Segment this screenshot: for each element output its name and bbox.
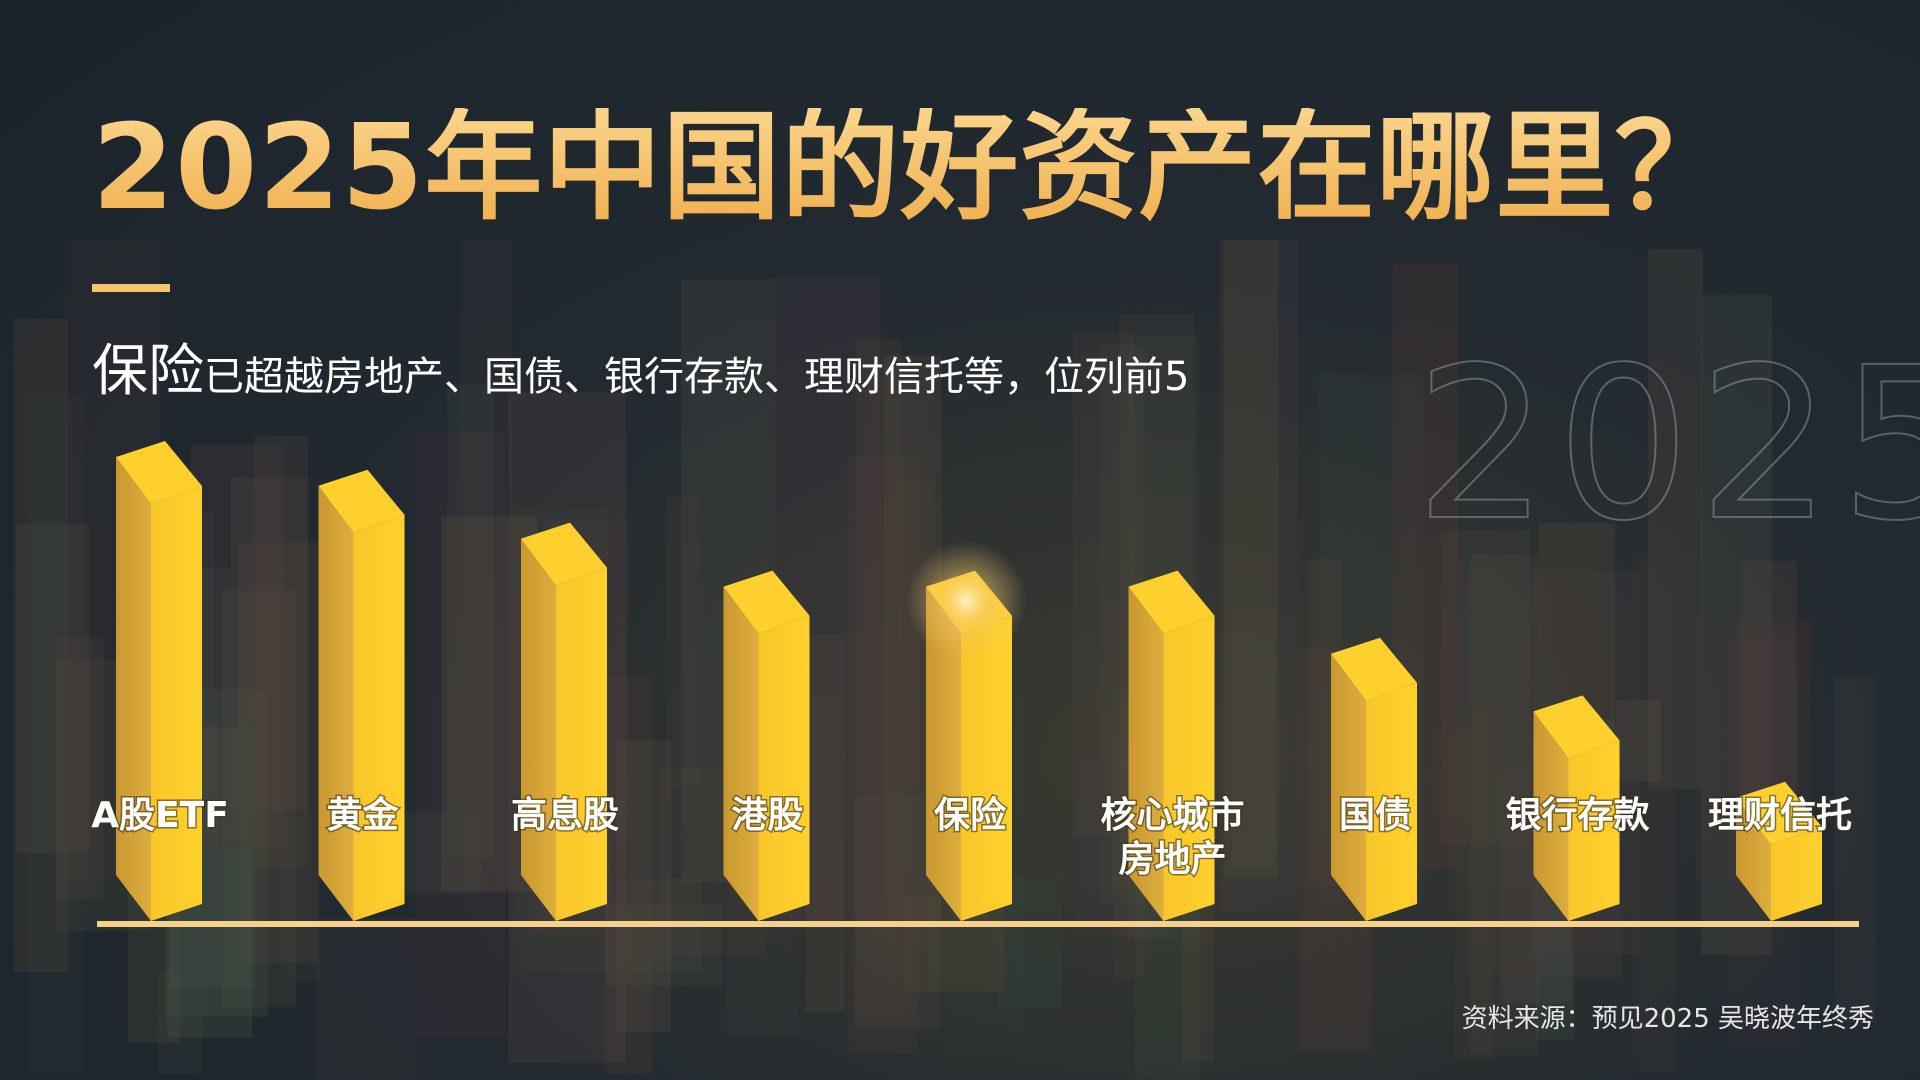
building-shape: [1466, 585, 1546, 975]
building-shape: [447, 383, 494, 859]
bar-top-face: [521, 522, 607, 586]
building-shape: [1232, 609, 1275, 868]
bar-top-face: [1128, 570, 1215, 634]
bar-right-face: [1163, 615, 1215, 921]
bar-right-face: [1771, 826, 1822, 921]
subtitle-highlight: 保险: [92, 339, 204, 404]
year-watermark: 2025: [1414, 322, 1920, 567]
building-shape: [1072, 333, 1135, 836]
building-shape: [253, 436, 309, 868]
building-shape: [27, 393, 84, 1074]
bar-top-face: [1736, 781, 1822, 845]
building-shape: [1834, 676, 1876, 1024]
bar-left-face: [116, 457, 151, 921]
bar-right-face: [556, 567, 607, 921]
bar-right-face: [758, 615, 810, 921]
bar: [1128, 570, 1215, 921]
bar: [1331, 637, 1417, 921]
building-shape: [1470, 554, 1539, 1055]
building-shape: [1219, 240, 1299, 914]
bar: [521, 522, 607, 921]
subtitle: 保险已超越房地产、国债、银行存款、理财信托等，位列前5: [92, 326, 1189, 407]
building-shape: [1648, 249, 1703, 790]
category-label: 银行存款: [1505, 795, 1649, 836]
source-note: 资料来源：预见2025 吴晓波年终秀: [1461, 1004, 1874, 1034]
category-label: 房地产: [1118, 839, 1226, 880]
bar-right-face: [1366, 682, 1417, 921]
category-label: 核心城市: [1100, 795, 1244, 836]
building-shape: [1433, 731, 1476, 820]
building-shape: [1223, 240, 1279, 879]
title-underline: [92, 284, 170, 292]
bar: [116, 441, 202, 921]
bar-right-face: [353, 514, 405, 921]
bar-top-face: [1331, 637, 1417, 701]
building-shape: [221, 590, 296, 1007]
building-shape: [1457, 563, 1542, 885]
building-shape: [847, 455, 918, 1055]
category-label: 港股: [731, 795, 803, 836]
bar: [1533, 695, 1620, 921]
bar-left-face: [1331, 653, 1366, 921]
building-shape: [902, 897, 1004, 993]
category-label: 国债: [1339, 795, 1411, 836]
building-shape: [316, 917, 418, 1080]
bar-left-face: [926, 586, 961, 921]
bar: [318, 469, 405, 921]
baseline: [97, 921, 1859, 927]
building-shape: [391, 812, 482, 894]
category-label: A股ETF: [91, 795, 229, 836]
page-title: 2025年中国的好资产在哪里？: [92, 98, 1734, 236]
building-shape: [1634, 554, 1676, 1072]
building-shape: [665, 495, 701, 787]
building-shape: [606, 904, 722, 986]
bar-left-face: [1736, 797, 1771, 921]
bar: [1736, 781, 1822, 921]
building-shape: [616, 740, 672, 1033]
building-shape: [855, 338, 901, 1011]
bar-left-face: [318, 485, 354, 921]
bar-top-face: [1533, 695, 1620, 759]
building-shape: [282, 814, 320, 982]
building-shape: [56, 637, 104, 900]
building-shape: [865, 365, 935, 949]
building-shape: [805, 634, 845, 1013]
building-shape: [230, 477, 309, 811]
category-label: 保险: [934, 795, 1007, 836]
building-shape: [460, 240, 513, 890]
category-label: 理财信托: [1708, 795, 1852, 836]
bar-left-face: [521, 538, 556, 921]
building-shape: [416, 431, 506, 1037]
building-shape: [16, 524, 90, 854]
building-shape: [1453, 707, 1493, 1060]
building-shape: [157, 971, 203, 1074]
bar-right-face: [151, 486, 202, 921]
bar-top-face: [318, 469, 405, 533]
building-shape: [604, 676, 653, 1074]
building-shape: [237, 542, 318, 963]
building-shape: [1615, 699, 1661, 782]
subtitle-text: 已超越房地产、国债、银行存款、理财信托等，位列前5: [204, 354, 1190, 400]
bar-left-face: [1533, 711, 1569, 921]
building-shape: [1441, 530, 1530, 846]
bar: [906, 540, 1026, 921]
bar-top-face: [116, 441, 202, 504]
bar-top-face: [723, 570, 810, 634]
building-shape: [13, 318, 68, 973]
bar-right-face: [1568, 740, 1620, 921]
bar-right-face: [961, 615, 1012, 921]
bar-left-face: [723, 586, 759, 921]
bar: [723, 570, 810, 921]
category-label: 黄金: [326, 794, 399, 836]
category-label: 高息股: [511, 795, 619, 836]
highlight-glow: [906, 540, 1026, 661]
bar-left-face: [1128, 586, 1164, 921]
building-shape: [190, 444, 284, 847]
